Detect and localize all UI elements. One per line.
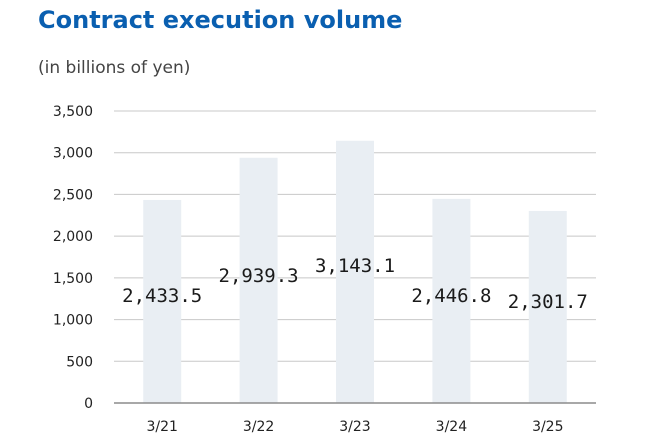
y-tick-label: 0 [84, 396, 93, 412]
data-label: 2,446.8 [411, 285, 491, 307]
bar [239, 157, 278, 403]
bar [432, 198, 471, 403]
data-label: 2,939.3 [219, 265, 299, 287]
x-tick-label: 3/24 [436, 419, 468, 435]
y-tick-label: 1,000 [53, 313, 93, 329]
y-tick-label: 500 [66, 354, 93, 370]
bars [143, 140, 567, 404]
x-tick-label: 3/25 [532, 419, 563, 435]
chart-title: Contract execution volume [38, 6, 403, 34]
y-tick-label: 1,500 [53, 271, 93, 287]
data-label: 2,301.7 [508, 291, 588, 313]
data-label: 2,433.5 [122, 285, 202, 307]
x-tick-label: 3/22 [243, 419, 274, 435]
bar [336, 140, 374, 404]
x-tick-label: 3/23 [339, 419, 370, 435]
chart-subtitle: (in billions of yen) [38, 58, 191, 78]
data-label: 3,143.1 [315, 255, 395, 277]
y-tick-label: 2,000 [53, 229, 93, 245]
bar [143, 199, 182, 403]
y-tick-label: 3,500 [53, 104, 93, 120]
x-tick-label: 3/21 [146, 419, 177, 435]
y-tick-label: 2,500 [53, 187, 93, 203]
bar [528, 210, 567, 403]
y-tick-label: 3,000 [53, 146, 93, 162]
labels: 0 500 1,000 1,500 2,000 2,500 3,000 3,500 3/21 2,… [53, 104, 588, 435]
